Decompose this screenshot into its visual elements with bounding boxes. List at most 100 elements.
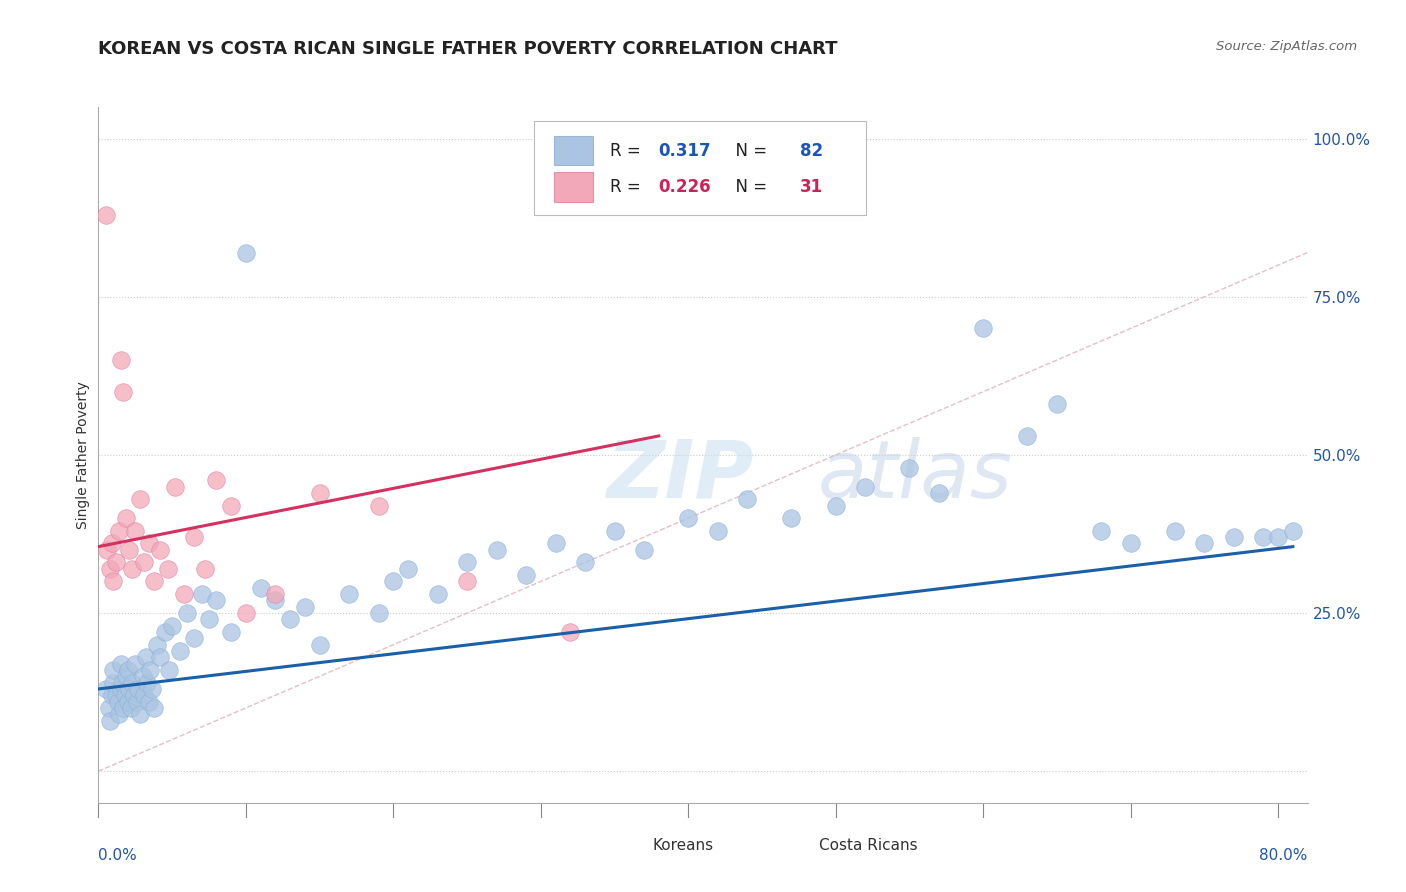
Point	[117, 663, 139, 677]
Point	[1253, 530, 1275, 544]
Point	[121, 562, 143, 576]
Text: N =: N =	[724, 142, 772, 160]
Y-axis label: Single Father Poverty: Single Father Poverty	[76, 381, 90, 529]
Point	[219, 499, 242, 513]
Point	[308, 638, 330, 652]
Point	[706, 524, 728, 538]
Point	[121, 675, 143, 690]
Text: Costa Ricans: Costa Ricans	[820, 838, 918, 854]
Point	[183, 530, 205, 544]
Point	[456, 556, 478, 570]
Point	[149, 650, 172, 665]
Point	[219, 625, 242, 640]
Point	[136, 675, 159, 690]
Point	[101, 675, 124, 690]
Point	[1046, 397, 1069, 411]
Point	[153, 625, 176, 640]
Text: Source: ZipAtlas.com: Source: ZipAtlas.com	[1216, 40, 1357, 54]
Point	[118, 681, 141, 696]
Point	[928, 486, 950, 500]
Point	[112, 384, 135, 399]
Point	[853, 479, 876, 493]
Point	[131, 669, 153, 683]
Point	[111, 675, 134, 690]
Point	[382, 574, 405, 589]
Point	[124, 524, 146, 538]
Point	[1164, 524, 1187, 538]
Point	[134, 688, 156, 702]
Point	[122, 688, 145, 702]
Point	[127, 681, 149, 696]
Point	[128, 492, 150, 507]
Point	[94, 208, 117, 222]
Point	[146, 638, 169, 652]
Text: R =: R =	[610, 142, 645, 160]
Point	[456, 574, 478, 589]
Point	[149, 542, 172, 557]
Point	[97, 701, 120, 715]
Point	[205, 473, 228, 487]
Point	[205, 593, 228, 607]
Point	[337, 587, 360, 601]
Point	[105, 556, 128, 570]
Point	[278, 612, 301, 626]
Text: 82: 82	[800, 142, 823, 160]
Point	[1194, 536, 1216, 550]
Point	[114, 688, 136, 702]
Point	[194, 562, 217, 576]
Text: R =: R =	[610, 178, 645, 196]
Point	[1090, 524, 1112, 538]
Point	[367, 499, 389, 513]
Point	[1119, 536, 1142, 550]
Point	[143, 574, 166, 589]
Point	[898, 460, 921, 475]
Point	[117, 695, 139, 709]
Point	[367, 606, 389, 620]
Point	[105, 688, 128, 702]
Point	[780, 511, 803, 525]
Point	[165, 479, 187, 493]
Point	[98, 714, 121, 728]
Point	[485, 542, 508, 557]
FancyBboxPatch shape	[554, 172, 593, 202]
Text: 80.0%: 80.0%	[1260, 848, 1308, 863]
Point	[1267, 530, 1289, 544]
Point	[603, 524, 626, 538]
Point	[110, 657, 132, 671]
Point	[125, 695, 148, 709]
Point	[574, 556, 596, 570]
Point	[120, 701, 142, 715]
Point	[101, 663, 124, 677]
Point	[100, 536, 122, 550]
Point	[143, 701, 166, 715]
Point	[633, 542, 655, 557]
Text: KOREAN VS COSTA RICAN SINGLE FATHER POVERTY CORRELATION CHART: KOREAN VS COSTA RICAN SINGLE FATHER POVE…	[98, 40, 838, 58]
Point	[112, 701, 135, 715]
Point	[515, 568, 537, 582]
Point	[183, 632, 205, 646]
FancyBboxPatch shape	[554, 136, 593, 166]
Point	[169, 644, 191, 658]
Point	[235, 245, 257, 260]
Point	[115, 511, 138, 525]
Point	[1282, 524, 1305, 538]
Point	[249, 581, 271, 595]
Point	[156, 562, 179, 576]
Point	[1223, 530, 1246, 544]
Point	[100, 688, 122, 702]
Point	[173, 587, 195, 601]
Point	[824, 499, 846, 513]
Text: Koreans: Koreans	[652, 838, 713, 854]
Text: atlas: atlas	[818, 437, 1012, 515]
Point	[107, 695, 129, 709]
Point	[235, 606, 257, 620]
Point	[264, 593, 287, 607]
Point	[134, 556, 156, 570]
Point	[108, 707, 131, 722]
Text: ZIP: ZIP	[606, 437, 754, 515]
Point	[1017, 429, 1039, 443]
Point	[735, 492, 758, 507]
Text: 0.226: 0.226	[658, 178, 711, 196]
Point	[138, 536, 160, 550]
Point	[141, 681, 163, 696]
